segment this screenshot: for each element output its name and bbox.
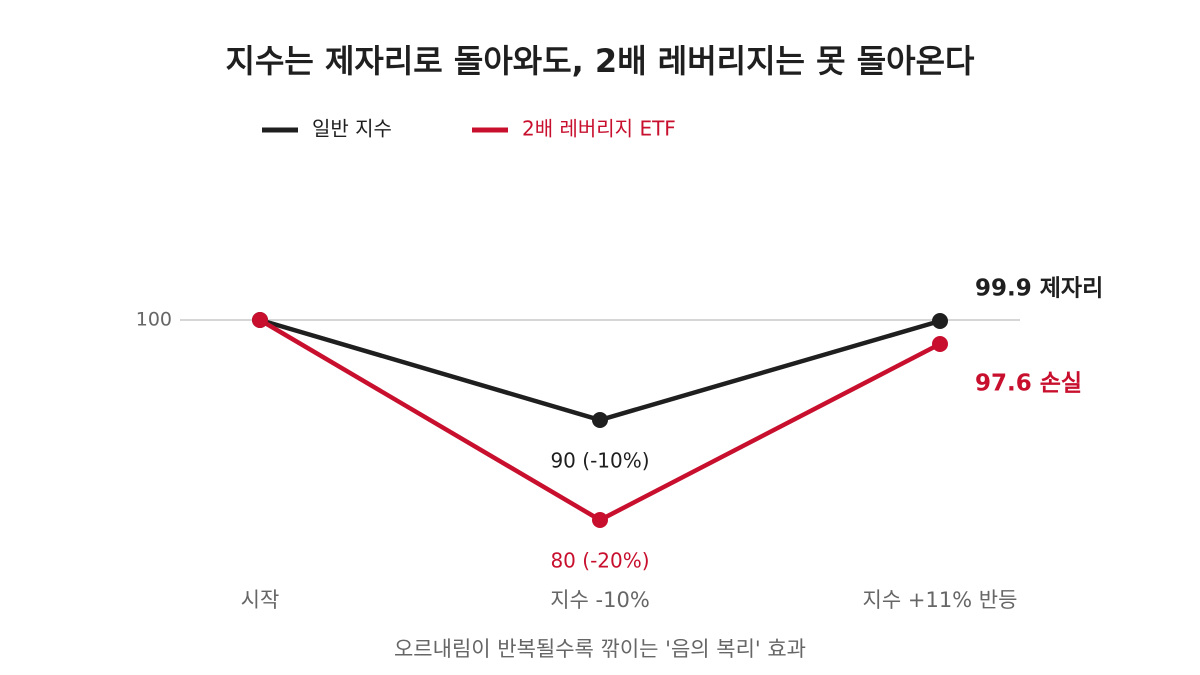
data-point: [592, 412, 608, 428]
data-point: [932, 313, 948, 329]
data-point: [252, 312, 268, 328]
x-tick-label: 시작: [241, 588, 280, 612]
y-tick-label: 100: [136, 309, 172, 331]
x-tick-label: 지수 +11% 반등: [863, 588, 1018, 612]
data-point: [592, 512, 608, 528]
legend-label: 일반 지수: [312, 117, 392, 141]
data-point: [932, 336, 948, 352]
data-label: 80 (-20%): [550, 549, 649, 573]
chart-title: 지수는 제자리로 돌아와도, 2배 레버리지는 못 돌아온다: [226, 42, 976, 80]
data-label: 99.9 제자리: [975, 276, 1103, 302]
data-label: 97.6 손실: [975, 371, 1082, 397]
data-label: 90 (-10%): [550, 449, 649, 473]
x-tick-label: 지수 -10%: [550, 588, 650, 612]
series-line: [259, 317, 941, 423]
x-axis-label: 오르내림이 반복될수록 깎이는 '음의 복리' 효과: [394, 637, 806, 661]
legend-label: 2배 레버리지 ETF: [522, 117, 676, 141]
